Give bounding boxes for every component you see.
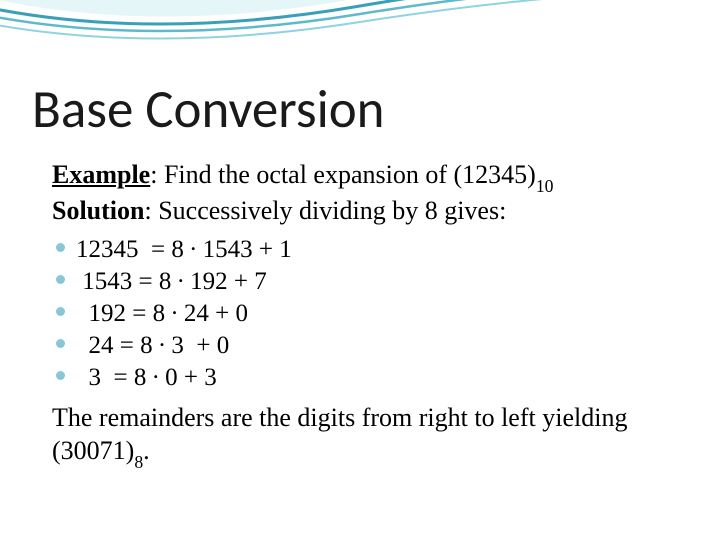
example-text: : Find the octal expansion of (12345) — [150, 160, 536, 189]
bullet-icon — [56, 275, 65, 284]
example-label: Example — [52, 160, 150, 189]
solution-line: Solution: Successively dividing by 8 giv… — [32, 196, 688, 226]
bullet-icon — [56, 243, 65, 252]
conclusion-subscript: 8 — [134, 452, 143, 472]
division-step: 24 = 8 ∙ 3 + 0 — [56, 332, 688, 360]
solution-text: : Successively dividing by 8 gives: — [145, 196, 507, 225]
division-step: 12345 = 8 ∙ 1543 + 1 — [56, 236, 688, 264]
division-steps-list: 12345 = 8 ∙ 1543 + 1 1543 = 8 ∙ 192 + 7 … — [56, 236, 688, 392]
solution-label: Solution — [52, 196, 145, 225]
slide-title: Base Conversion — [32, 78, 688, 142]
bullet-icon — [56, 371, 65, 380]
division-step: 192 = 8 ∙ 24 + 0 — [56, 300, 688, 328]
conclusion-line: The remainders are the digits from right… — [32, 402, 688, 470]
division-step-text: 1543 = 8 ∙ 192 + 7 — [76, 268, 267, 295]
slide-body: Example: Find the octal expansion of (12… — [32, 160, 688, 470]
division-step-text: 24 = 8 ∙ 3 + 0 — [76, 332, 229, 359]
division-step-text: 3 = 8 ∙ 0 + 3 — [76, 364, 217, 391]
conclusion-period: . — [143, 436, 150, 465]
division-step: 1543 = 8 ∙ 192 + 7 — [56, 268, 688, 296]
division-step-text: 192 = 8 ∙ 24 + 0 — [76, 300, 248, 327]
division-step-text: 12345 = 8 ∙ 1543 + 1 — [76, 236, 292, 263]
division-step: 3 = 8 ∙ 0 + 3 — [56, 364, 688, 392]
header-swoosh — [0, 0, 720, 90]
bullet-icon — [56, 307, 65, 316]
bullet-icon — [56, 339, 65, 348]
example-subscript: 10 — [536, 176, 554, 196]
example-line: Example: Find the octal expansion of (12… — [32, 160, 688, 194]
